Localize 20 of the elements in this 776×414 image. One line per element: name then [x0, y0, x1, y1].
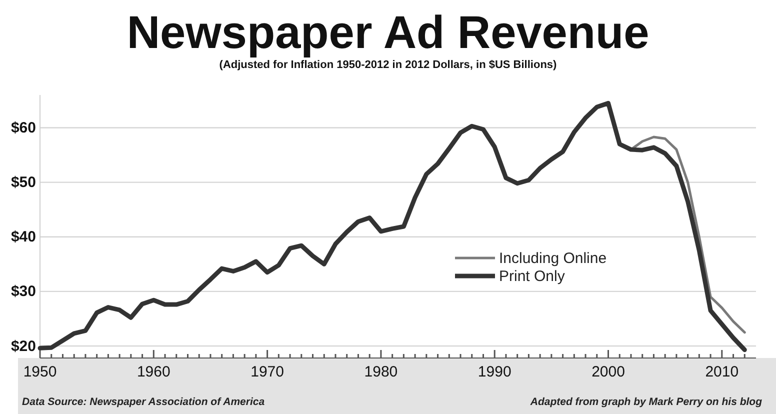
chart-subtitle: (Adjusted for Inflation 1950-2012 in 2012 Dollars, in $US Billions)	[219, 59, 558, 71]
x-tick-label: 2010	[705, 364, 739, 381]
y-tick-label: $50	[10, 174, 36, 192]
x-tick-label: 1950	[23, 364, 57, 381]
line-series	[38, 100, 747, 352]
legend-label: Print Only	[499, 268, 566, 285]
x-tick-label: 2000	[592, 364, 625, 381]
line-series	[630, 136, 746, 334]
y-tick-label: $30	[10, 283, 36, 300]
chart-title: Newspaper Ad Revenue	[126, 6, 650, 58]
x-tick-label: 1990	[478, 364, 512, 381]
text: Adapted from graph by Mark Perry on his blog	[529, 396, 763, 408]
x-tick-label: 1970	[250, 364, 284, 381]
y-tick-label: $40	[10, 228, 36, 246]
source-note: Data Source: Newspaper Association of America	[22, 396, 265, 408]
x-tick-label: 1960	[136, 364, 170, 381]
y-tick-label: $60	[10, 120, 36, 137]
x-tick-label: 1980	[364, 364, 398, 381]
y-tick-label: $20	[10, 338, 36, 355]
legend-label: Including Online	[499, 250, 607, 267]
